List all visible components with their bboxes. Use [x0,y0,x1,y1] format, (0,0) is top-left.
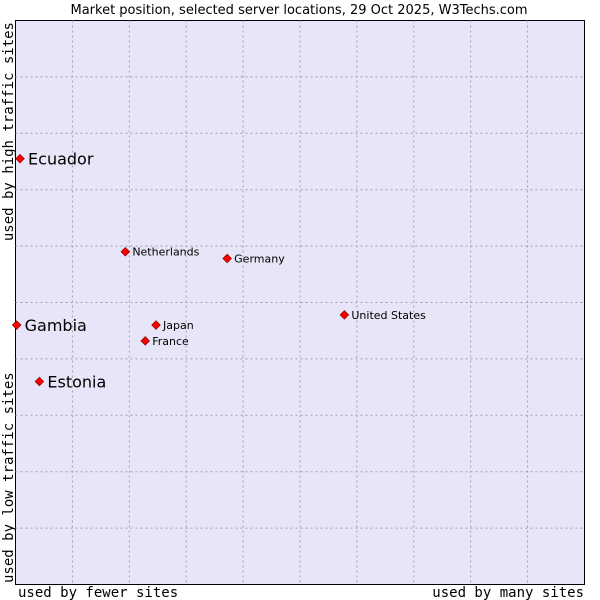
y-axis-label-bottom: used by low traffic sites [1,372,17,583]
point-netherlands: Netherlands [120,246,200,259]
point-marker [11,320,22,330]
point-united-states: United States [339,309,426,322]
point-marker [151,320,161,330]
point-marker [15,153,25,164]
point-marker [339,310,350,320]
point-france: France [140,335,189,348]
grid-lines [15,20,585,585]
point-label: Japan [162,319,194,332]
chart-title: Market position, selected server locatio… [70,3,527,18]
point-marker [222,253,232,264]
point-label: Germany [234,253,285,266]
point-label: Estonia [47,372,106,391]
data-points: Ecuador Gambia Estonia Netherlands Germany Un… [11,150,426,391]
point-label: Gambia [25,316,87,335]
x-axis-label-right: used by many sites [432,585,584,600]
point-label: Ecuador [28,150,94,169]
point-germany: Germany [222,253,285,266]
point-label: Netherlands [132,246,199,259]
point-marker [120,246,131,257]
x-axis-label-left: used by fewer sites [18,585,178,600]
point-label: France [152,335,189,348]
point-estonia: Estonia [34,372,106,391]
point-label: United States [351,309,426,322]
point-gambia: Gambia [11,316,87,335]
point-marker [34,376,45,387]
point-japan: Japan [151,319,194,332]
y-axis-label-top: used by high traffic sites [1,22,17,241]
point-marker [140,336,150,346]
point-ecuador: Ecuador [15,150,94,169]
